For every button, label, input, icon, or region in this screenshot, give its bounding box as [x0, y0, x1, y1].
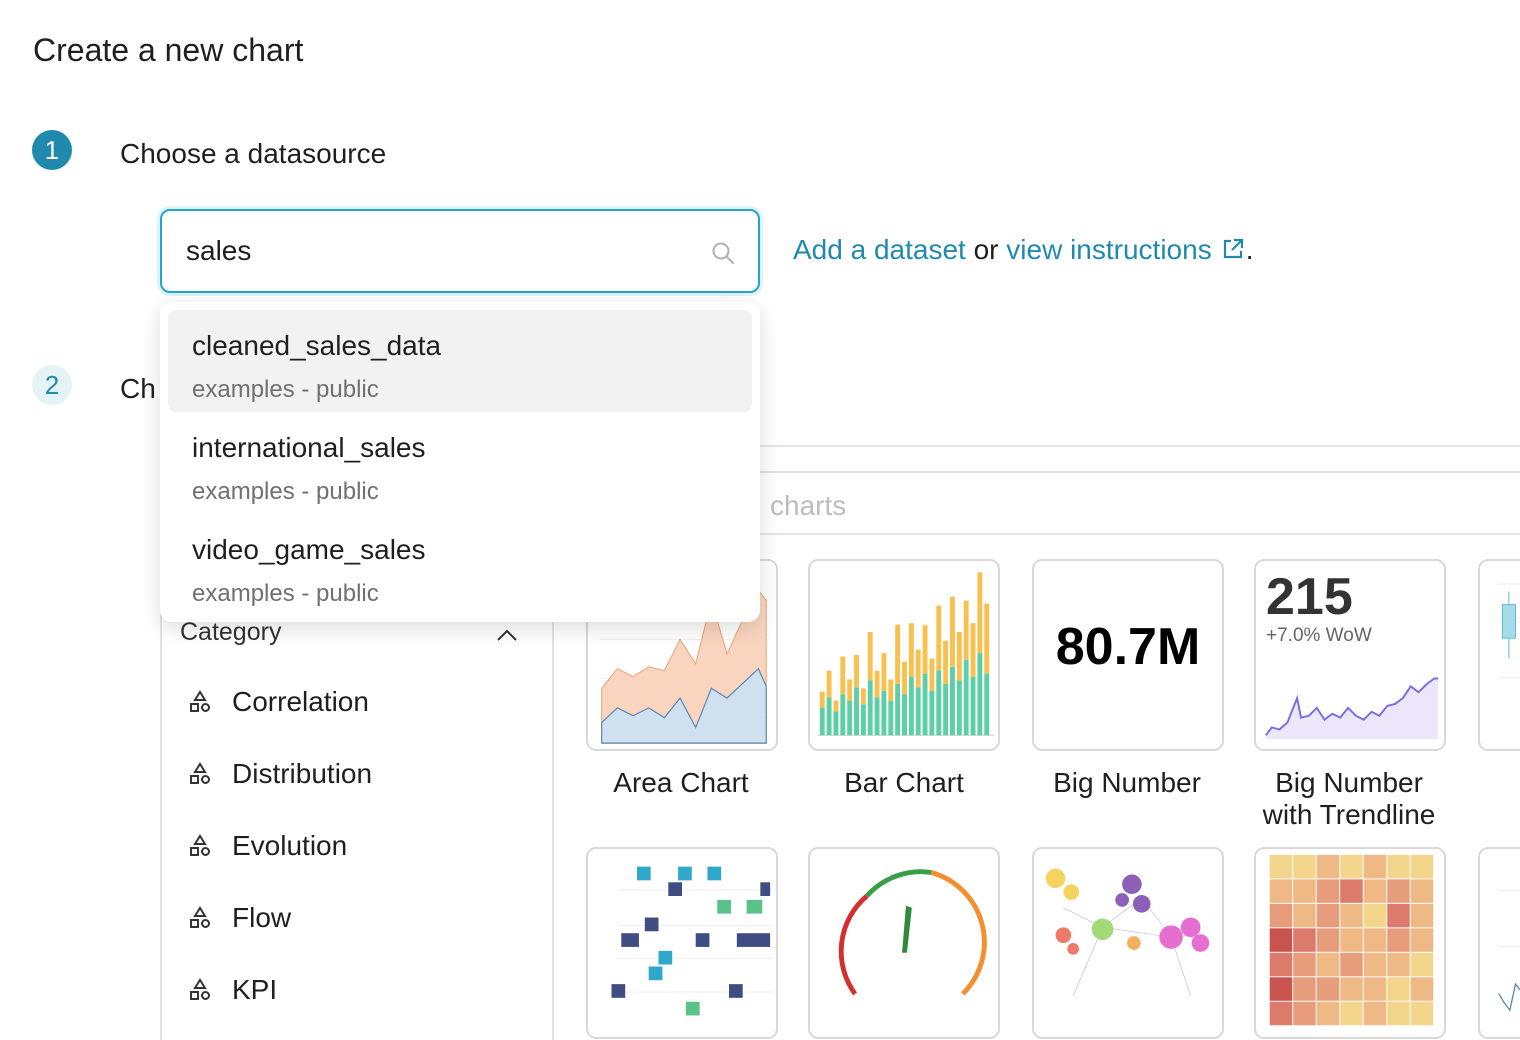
- big-number-value: 80.7M: [1055, 618, 1201, 676]
- gauge-thumbnail: [838, 869, 987, 996]
- category-shapes-icon: [190, 834, 210, 856]
- helper-or-text: or: [965, 234, 1007, 265]
- category-shapes-icon: [190, 762, 210, 784]
- datasource-dropdown: cleaned_sales_data examples - public int…: [160, 302, 760, 622]
- chart-tile-label: Area Chart: [613, 767, 749, 798]
- view-instructions-link[interactable]: view instructions: [1006, 234, 1212, 265]
- chart-tile-box-plot-partial[interactable]: [1478, 559, 1520, 751]
- step-2-label: Ch: [120, 373, 156, 404]
- line-chart-thumbnail: [1498, 890, 1520, 1012]
- datasource-option-name: video_game_sales: [192, 534, 426, 565]
- box-plot-thumbnail: [1498, 583, 1520, 678]
- chevron-up-icon[interactable]: [496, 628, 518, 642]
- category-item-kpi[interactable]: KPI: [188, 974, 277, 1006]
- trendline-sparkline: [1265, 677, 1439, 740]
- chart-search-input[interactable]: charts: [560, 471, 1520, 535]
- category-label: Distribution: [232, 758, 373, 789]
- category-label: Evolution: [232, 830, 348, 861]
- category-sidebar: Category Correlation Distribution Evolut…: [160, 600, 554, 1040]
- graph-thumbnail: [1045, 868, 1210, 996]
- datasource-option-video-game-sales[interactable]: video_game_sales examples - public: [168, 514, 752, 616]
- trendline-change-text: +7.0% WoW: [1266, 625, 1372, 646]
- chart-tile-big-number[interactable]: 80.7M: [1032, 559, 1224, 751]
- category-item-distribution[interactable]: Distribution: [188, 758, 372, 790]
- category-label: KPI: [232, 974, 278, 1005]
- external-link-icon[interactable]: [1220, 236, 1246, 262]
- category-item-flow[interactable]: Flow: [188, 902, 291, 934]
- chart-tile-label: Big Number: [1053, 767, 1201, 798]
- category-item-correlation[interactable]: Correlation: [188, 686, 369, 718]
- chart-search-placeholder: charts: [770, 490, 847, 521]
- datasource-option-name: international_sales: [192, 432, 426, 463]
- chart-tile-heatmap[interactable]: [1254, 847, 1446, 1039]
- chart-tile-gantt[interactable]: [586, 847, 778, 1039]
- datasource-search-value: sales: [186, 235, 252, 266]
- bar-chart-thumbnail: [817, 572, 995, 736]
- step-1-badge: 1: [32, 130, 72, 170]
- category-shapes-icon: [190, 978, 210, 1000]
- chart-tile-bar[interactable]: [808, 559, 1000, 751]
- category-label: Flow: [232, 902, 292, 933]
- datasource-option-cleaned-sales-data[interactable]: cleaned_sales_data examples - public: [168, 310, 752, 412]
- category-item-evolution[interactable]: Evolution: [188, 830, 347, 862]
- step-2-badge: 2: [32, 365, 72, 405]
- helper-period: .: [1245, 234, 1254, 265]
- category-shapes-icon: [190, 906, 210, 928]
- datasource-option-schema: examples - public: [192, 478, 379, 505]
- gantt-thumbnail: [611, 866, 773, 1016]
- chart-tile-label: Bar Chart: [844, 767, 964, 798]
- page-title: Create a new chart: [33, 32, 304, 68]
- step-1-label: Choose a datasource: [120, 138, 387, 169]
- datasource-option-schema: examples - public: [192, 376, 379, 403]
- chart-tile-big-number-trendline[interactable]: 215 +7.0% WoW: [1254, 559, 1446, 751]
- add-dataset-link[interactable]: Add a dataset: [793, 234, 966, 265]
- datasource-option-name: cleaned_sales_data: [192, 330, 442, 361]
- chart-tile-gauge[interactable]: [808, 847, 1000, 1039]
- category-label: Correlation: [232, 686, 369, 717]
- chart-tile-label: Big Number with Trendline: [1262, 767, 1436, 830]
- heatmap-thumbnail: [1269, 854, 1434, 1026]
- datasource-search-input[interactable]: sales: [160, 209, 760, 293]
- datasource-option-international-sales[interactable]: international_sales examples - public: [168, 412, 752, 514]
- trendline-number-value: 215: [1266, 568, 1353, 626]
- chart-tile-line-partial[interactable]: [1478, 847, 1520, 1039]
- area-chart-thumbnail: [599, 589, 769, 744]
- search-icon: [712, 242, 734, 264]
- gallery-divider: [160, 445, 1520, 447]
- category-header[interactable]: Category: [180, 618, 282, 646]
- category-shapes-icon: [190, 690, 210, 712]
- dataset-helper-text: Add a dataset or view instructions .: [793, 234, 1253, 266]
- chart-tile-graph[interactable]: [1032, 847, 1224, 1039]
- datasource-option-schema: examples - public: [192, 580, 379, 607]
